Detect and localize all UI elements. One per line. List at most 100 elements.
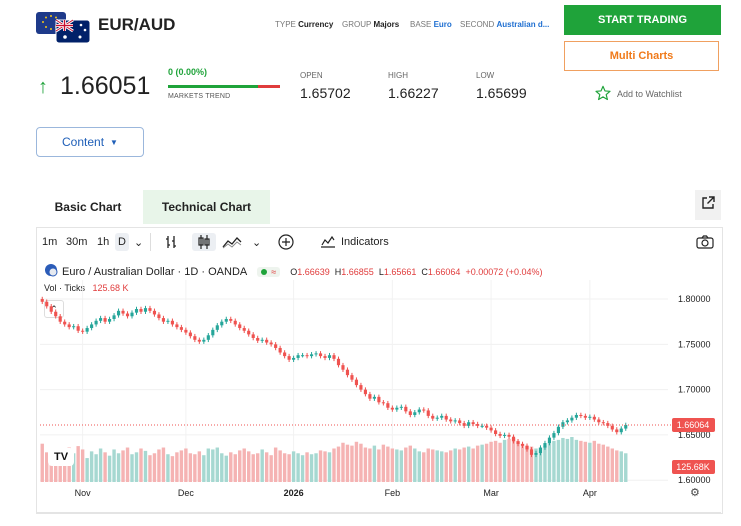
volume-bar xyxy=(40,443,44,482)
bar-chart-icon[interactable] xyxy=(164,233,178,251)
candle-body xyxy=(76,326,80,331)
volume-bar xyxy=(309,454,314,482)
volume-bar xyxy=(300,455,305,482)
camera-icon[interactable] xyxy=(696,233,714,251)
candle-body xyxy=(404,406,408,412)
volume-bar xyxy=(422,452,426,482)
collapse-legend-button[interactable]: ⌃ xyxy=(44,300,64,318)
chart-toolbar: 1m 30m 1h D ⌄ ⌄ Indicators xyxy=(36,229,721,255)
candle-body xyxy=(552,433,556,438)
volume-bar xyxy=(157,449,161,482)
add-to-watchlist[interactable]: Add to Watchlist xyxy=(595,85,682,103)
volume-bar xyxy=(152,453,157,482)
candle-body xyxy=(458,420,462,424)
price-tick-label: 1.80000 xyxy=(678,294,711,304)
candle-body xyxy=(292,357,296,360)
open-value: 1.65702 xyxy=(300,85,351,101)
volume-bar xyxy=(238,450,242,482)
chart-legend: Euro / Australian Dollar · 1D · OANDA ≈ … xyxy=(44,263,543,280)
candle-body xyxy=(556,426,560,434)
candle-body xyxy=(63,321,67,325)
candle-body xyxy=(49,306,53,312)
volume-legend: Vol · Ticks 125.68 K xyxy=(44,283,129,293)
volume-bar xyxy=(323,451,327,482)
candle-body xyxy=(426,410,430,416)
volume-bar xyxy=(350,445,354,482)
open-label: OPEN xyxy=(300,71,323,80)
chart-settings-icon[interactable]: ⚙ xyxy=(690,487,700,499)
meta-second-link[interactable]: Australian d... xyxy=(496,20,550,29)
candle-body xyxy=(287,356,291,360)
open-external-button[interactable] xyxy=(695,190,721,220)
tab-technical-chart[interactable]: Technical Chart xyxy=(143,190,270,224)
candle-body xyxy=(81,330,85,332)
volume-bar xyxy=(314,453,318,482)
candle-body xyxy=(435,417,439,419)
volume-bar xyxy=(76,446,80,482)
candle-body xyxy=(72,326,76,328)
volume-bar xyxy=(547,442,552,482)
volume-bar xyxy=(448,450,453,482)
ohlc-values: O1.66639 H1.66855 L1.65661 C1.66064 +0.0… xyxy=(290,266,543,277)
candle-body xyxy=(453,420,457,422)
candle-body xyxy=(516,441,520,444)
volume-value: 125.68 K xyxy=(92,283,129,293)
start-trading-button[interactable]: START TRADING xyxy=(564,5,721,35)
arrow-up-icon: ↑ xyxy=(38,76,48,98)
content-dropdown[interactable]: Content ▼ xyxy=(36,127,144,157)
volume-bar xyxy=(251,454,255,482)
pair-title: EUR/AUD xyxy=(98,15,176,34)
interval-d[interactable]: D xyxy=(115,233,129,251)
volume-bar xyxy=(552,440,556,482)
candle-body xyxy=(238,324,242,329)
candle-body xyxy=(130,312,134,317)
volume-bar xyxy=(130,454,134,482)
candle-body xyxy=(58,316,62,322)
volume-bar xyxy=(211,449,215,482)
add-compare-icon[interactable] xyxy=(278,233,294,251)
volume-bar xyxy=(619,451,623,482)
volume-bar xyxy=(453,448,457,482)
candle-body xyxy=(112,315,116,319)
chart-type-chevron-icon[interactable]: ⌄ xyxy=(252,236,262,249)
candle-body xyxy=(148,308,152,311)
candle-body xyxy=(121,310,125,314)
candle-body xyxy=(485,425,489,428)
candle-body xyxy=(179,327,183,330)
tab-basic-chart[interactable]: Basic Chart xyxy=(54,200,122,214)
area-chart-icon[interactable] xyxy=(222,233,242,251)
interval-1m[interactable]: 1m xyxy=(42,236,58,248)
candle-body xyxy=(624,424,628,429)
candles-icon[interactable] xyxy=(192,233,216,251)
volume-bar xyxy=(484,443,489,482)
candle-body xyxy=(305,355,309,357)
volume-bar xyxy=(71,453,76,482)
candle-body xyxy=(40,299,44,302)
candle-body xyxy=(336,358,341,366)
volume-bar xyxy=(624,453,628,482)
interval-chevron-icon[interactable]: ⌄ xyxy=(134,236,144,249)
symbol-logo-icon xyxy=(44,263,58,280)
candle-body xyxy=(467,422,471,426)
volume-bar xyxy=(386,446,390,482)
symbol-description[interactable]: Euro / Australian Dollar · 1D · OANDA xyxy=(62,265,248,278)
candle-body xyxy=(381,402,385,404)
volume-bar xyxy=(291,451,296,482)
volume-bar xyxy=(561,437,565,482)
volume-bar xyxy=(94,454,98,482)
volume-bar xyxy=(413,448,417,482)
volume-bar xyxy=(511,437,516,482)
candle-body xyxy=(489,427,493,431)
candle-body xyxy=(520,443,525,446)
meta-base-link[interactable]: Euro xyxy=(433,20,452,29)
candle-body xyxy=(242,328,246,331)
multi-charts-button[interactable]: Multi Charts xyxy=(564,41,719,71)
interval-30m[interactable]: 30m xyxy=(66,236,88,248)
volume-bar xyxy=(107,455,112,482)
interval-1h[interactable]: 1h xyxy=(97,236,110,248)
indicators-button[interactable]: Indicators xyxy=(320,233,389,251)
candle-body xyxy=(332,355,336,359)
volume-bar xyxy=(242,448,246,482)
candle-body xyxy=(543,443,547,448)
